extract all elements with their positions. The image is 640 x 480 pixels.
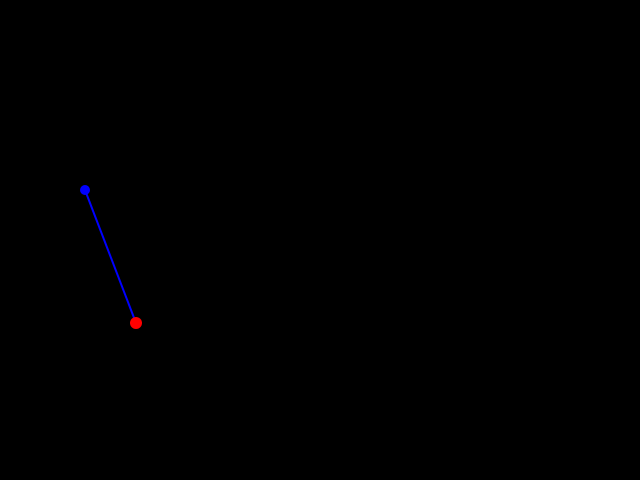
pendulum-rod (84, 189, 137, 324)
pivot-node (80, 185, 90, 195)
bob-node (130, 317, 142, 329)
